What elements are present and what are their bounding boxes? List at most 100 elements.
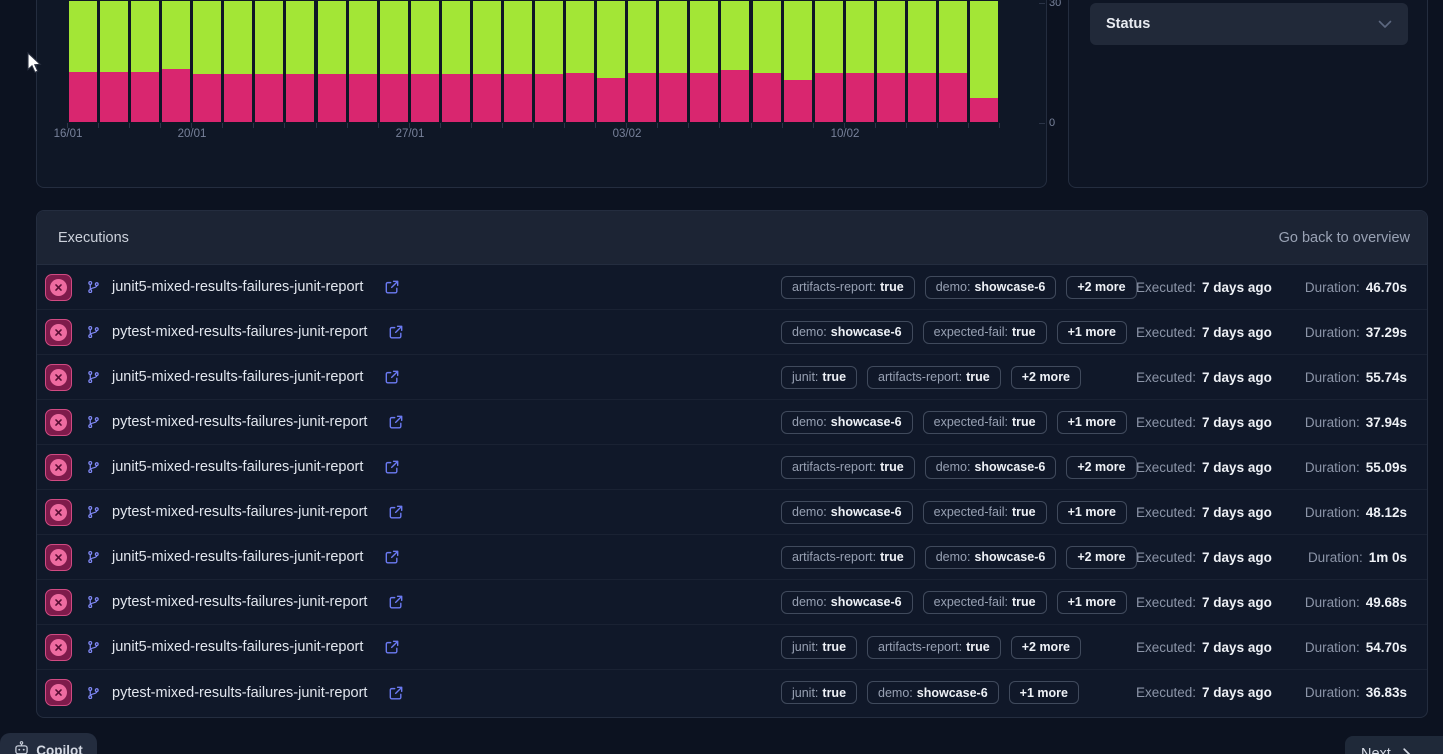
chart-bar[interactable] [349,1,377,122]
execution-name[interactable]: pytest-mixed-results-failures-junit-repo… [112,324,368,340]
execution-name[interactable]: pytest-mixed-results-failures-junit-repo… [112,594,368,610]
tag-more-pill[interactable]: +2 more [1010,365,1082,389]
tag-more-pill[interactable]: +1 more [1056,500,1127,524]
execution-name[interactable]: pytest-mixed-results-failures-junit-repo… [112,504,368,520]
status-failed-badge [45,633,72,661]
chart-bar[interactable] [535,1,563,122]
chart-bar[interactable] [784,1,812,122]
execution-name[interactable]: junit5-mixed-results-failures-junit-repo… [112,369,364,385]
tag-more-pill[interactable]: +1 more [1008,681,1079,704]
chart-bar[interactable] [380,1,408,122]
execution-row[interactable]: pytest-mixed-results-failures-junit-repo… [37,580,1427,625]
external-link-icon[interactable] [385,370,399,384]
chart-bar[interactable] [690,1,718,122]
execution-name[interactable]: junit5-mixed-results-failures-junit-repo… [112,459,364,475]
external-link-icon[interactable] [389,505,403,519]
x-axis-tick [688,123,689,128]
x-axis-tick [409,123,410,128]
chart-bar[interactable] [504,1,532,122]
chart-bar[interactable] [318,1,346,122]
chart-bar[interactable] [255,1,283,122]
tag-more-pill[interactable]: +1 more [1056,590,1127,614]
chart-bar[interactable] [721,1,749,122]
git-branch-icon [88,415,99,429]
execution-row[interactable]: pytest-mixed-results-failures-junit-repo… [37,400,1427,445]
x-axis-tick [98,123,99,128]
external-link-icon[interactable] [385,640,399,654]
chart-bar[interactable] [846,1,874,122]
x-axis-tick [844,123,845,128]
chart-bar[interactable] [815,1,843,122]
chart-bar[interactable] [193,1,221,122]
execution-row[interactable]: junit5-mixed-results-failures-junit-repo… [37,355,1427,400]
bar-segment-passed [224,1,252,74]
external-link-icon[interactable] [389,325,403,339]
execution-name[interactable]: junit5-mixed-results-failures-junit-repo… [112,549,364,565]
chart-bar[interactable] [69,1,97,122]
chart-bar[interactable] [224,1,252,122]
chart-bar[interactable] [473,1,501,122]
external-link-icon[interactable] [389,686,403,700]
execution-row[interactable]: junit5-mixed-results-failures-junit-repo… [37,445,1427,490]
tag-more-pill[interactable]: +2 more [1066,545,1137,569]
chart-bar[interactable] [877,1,905,122]
bar-segment-passed [162,1,190,69]
chart-bar[interactable] [659,1,687,122]
external-link-icon[interactable] [389,415,403,429]
executions-bar-chart[interactable] [69,1,1001,122]
execution-name[interactable]: junit5-mixed-results-failures-junit-repo… [112,639,364,655]
chart-bar[interactable] [286,1,314,122]
chart-bar[interactable] [131,1,159,122]
external-link-icon[interactable] [385,460,399,474]
chart-bar[interactable] [100,1,128,122]
chart-bar[interactable] [597,1,625,122]
chart-bar[interactable] [753,1,781,122]
status-filter-dropdown[interactable]: Status [1090,3,1408,45]
x-failed-icon [55,598,62,606]
copilot-button[interactable]: Copilot [0,733,97,754]
chart-bar[interactable] [566,1,594,122]
chart-bar[interactable] [939,1,967,122]
execution-row[interactable]: pytest-mixed-results-failures-junit-repo… [37,310,1427,355]
execution-row[interactable]: pytest-mixed-results-failures-junit-repo… [37,670,1427,715]
execution-row[interactable]: junit5-mixed-results-failures-junit-repo… [37,265,1427,310]
tag-more-pill[interactable]: +2 more [1010,635,1082,659]
chart-bar[interactable] [628,1,656,122]
x-failed-icon [55,643,62,651]
x-axis-tick [347,123,348,128]
bar-segment-failed [753,73,781,122]
chart-bar[interactable] [442,1,470,122]
execution-name[interactable]: pytest-mixed-results-failures-junit-repo… [112,414,368,430]
tag-more-pill[interactable]: +2 more [1066,275,1137,299]
tag-more-pill[interactable]: +2 more [1066,455,1137,479]
x-axis-tick [316,123,317,128]
chart-bar[interactable] [411,1,439,122]
x-failed-icon [55,373,62,381]
x-axis-tick [471,123,472,128]
execution-row[interactable]: junit5-mixed-results-failures-junit-repo… [37,625,1427,670]
external-link-icon[interactable] [385,550,399,564]
bar-segment-failed [224,74,252,122]
x-axis-tick [782,123,783,128]
bar-segment-passed [318,1,346,74]
chart-bar[interactable] [162,1,190,122]
go-back-overview-link[interactable]: Go back to overview [1278,229,1410,246]
chart-bar[interactable] [908,1,936,122]
execution-name[interactable]: junit5-mixed-results-failures-junit-repo… [112,279,364,295]
bar-segment-passed [628,1,656,73]
next-page-button[interactable]: Next [1345,736,1443,754]
x-axis-tick [222,123,223,128]
execution-row[interactable]: pytest-mixed-results-failures-junit-repo… [37,490,1427,535]
external-link-icon[interactable] [389,595,403,609]
x-failed-icon [55,418,62,426]
tag-more-pill[interactable]: +1 more [1056,410,1127,434]
x-axis-label: 20/01 [177,128,207,140]
external-link-icon[interactable] [385,280,399,294]
chart-bar[interactable] [970,1,998,122]
bar-segment-failed [815,73,843,122]
x-failed-icon [55,508,62,516]
x-axis-tick [751,123,752,128]
tag-more-pill[interactable]: +1 more [1056,320,1127,344]
execution-name[interactable]: pytest-mixed-results-failures-junit-repo… [112,684,368,701]
execution-row[interactable]: junit5-mixed-results-failures-junit-repo… [37,535,1427,580]
